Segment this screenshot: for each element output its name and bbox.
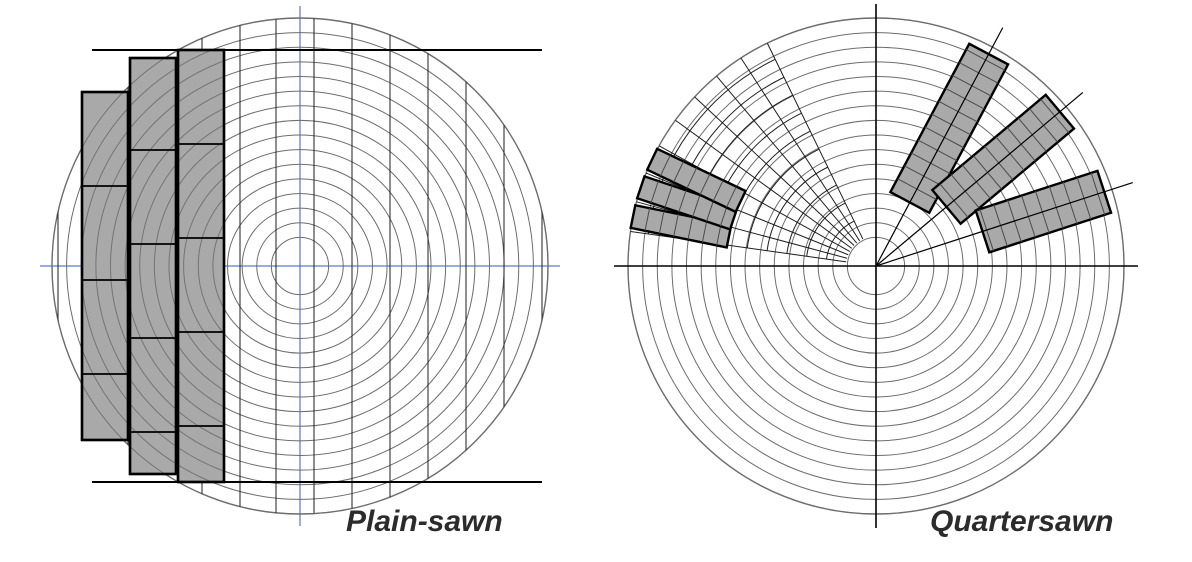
diagram-svg [0, 0, 1192, 562]
label-plain-sawn: Plain-sawn [346, 505, 503, 539]
right-log [614, 4, 1138, 528]
diagram-canvas: Plain-sawn Quartersawn [0, 0, 1192, 562]
label-quartersawn: Quartersawn [930, 505, 1113, 539]
left-log [40, 6, 560, 526]
